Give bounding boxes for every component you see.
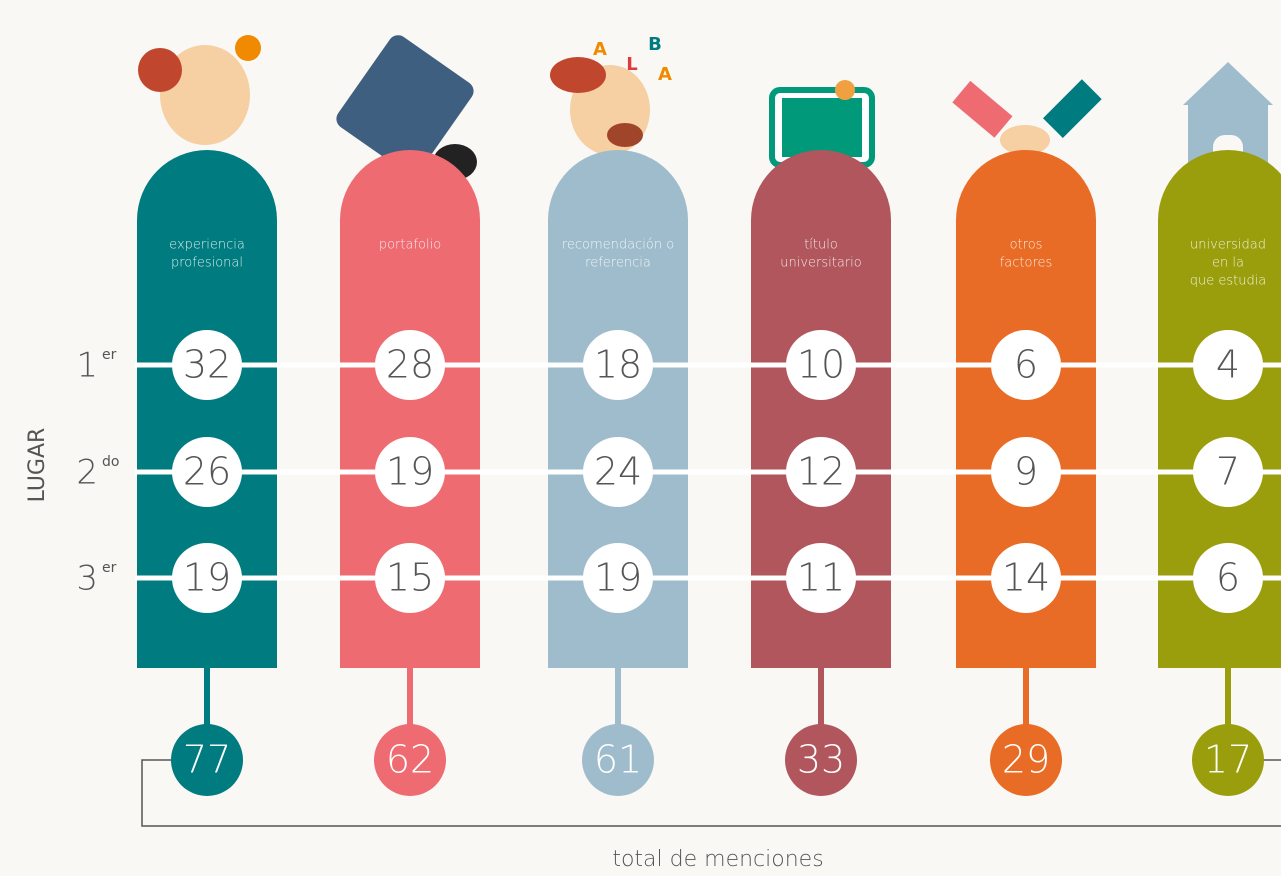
value: 11	[797, 556, 845, 600]
value-circle	[375, 330, 445, 400]
column	[548, 150, 688, 668]
value-circle	[786, 543, 856, 613]
column-label: otros	[1010, 238, 1043, 253]
rank-number: 2	[76, 453, 98, 493]
letter: A	[593, 39, 607, 60]
total: 61	[594, 738, 642, 782]
value: 12	[797, 450, 845, 494]
value-circle	[1193, 437, 1263, 507]
value-circle	[1193, 330, 1263, 400]
value: 18	[594, 343, 642, 387]
value-circle	[375, 543, 445, 613]
column-label: experiencia	[169, 238, 245, 253]
sleeve	[952, 80, 1013, 138]
value-circle	[991, 543, 1061, 613]
value: 32	[183, 343, 231, 387]
hands	[1000, 125, 1050, 155]
letter: L	[626, 54, 637, 75]
total-circle	[374, 724, 446, 796]
column-label: que estudia	[1190, 274, 1267, 289]
column-label: recomendación o	[562, 238, 674, 253]
column-label: profesional	[171, 256, 243, 271]
hair	[138, 48, 182, 92]
circles: 32 26 19 77 28 19 15 62 18 24 19 61 10 12 11 33 6 9 14 29 4 7…	[171, 330, 1264, 796]
total: 29	[1002, 738, 1050, 782]
value: 10	[797, 343, 845, 387]
letter: B	[648, 34, 662, 55]
rank-number: 3	[76, 559, 98, 599]
total: 17	[1204, 738, 1252, 782]
value: 14	[1002, 556, 1050, 600]
value: 15	[386, 556, 434, 600]
value-circle	[786, 330, 856, 400]
book	[336, 35, 474, 175]
diploma-center	[782, 98, 862, 157]
value: 6	[1216, 556, 1240, 600]
value: 19	[386, 450, 434, 494]
value-circle	[786, 437, 856, 507]
roof	[1183, 62, 1273, 105]
letter: A	[658, 64, 672, 85]
value: 19	[183, 556, 231, 600]
total: 62	[386, 738, 434, 782]
value: 26	[183, 450, 231, 494]
total: 77	[183, 738, 231, 782]
value-circle	[172, 543, 242, 613]
column	[340, 150, 480, 668]
axis-label: LUGAR	[25, 428, 50, 503]
column-label: universitario	[780, 256, 862, 271]
value-circle	[583, 437, 653, 507]
beard	[607, 123, 643, 147]
column-label: factores	[1000, 256, 1053, 271]
rank-suffix: do	[102, 454, 119, 470]
footer-label: total de menciones	[612, 847, 823, 872]
value-circle	[583, 330, 653, 400]
total-circle	[990, 724, 1062, 796]
column-label: en la	[1212, 256, 1244, 271]
value-circle	[172, 437, 242, 507]
total-circle	[1192, 724, 1264, 796]
illustrations	[138, 35, 1273, 180]
value-circle	[991, 437, 1061, 507]
value-circle	[991, 330, 1061, 400]
rows: 1 er2 do3 er	[76, 346, 1281, 599]
value-circle	[583, 543, 653, 613]
column	[751, 150, 891, 668]
column	[137, 150, 277, 668]
column	[956, 150, 1096, 668]
value: 6	[1014, 343, 1038, 387]
column-label: título	[804, 238, 838, 253]
column	[1158, 150, 1281, 668]
letters: A BL A	[593, 34, 672, 85]
value: 7	[1216, 450, 1240, 494]
rank-number: 1	[76, 346, 98, 386]
value-circle	[172, 330, 242, 400]
head	[160, 45, 250, 145]
sleeve	[1043, 79, 1102, 138]
total: 33	[797, 738, 845, 782]
value-circle	[375, 437, 445, 507]
value: 9	[1014, 450, 1038, 494]
total-circle	[171, 724, 243, 796]
column-label: referencia	[585, 256, 651, 271]
column-label: portafolio	[379, 238, 441, 253]
columns: experiencia profesional portafolio recomend…	[137, 150, 1281, 827]
hat	[550, 57, 606, 93]
value: 4	[1216, 343, 1240, 387]
value-circle	[1193, 543, 1263, 613]
rank-suffix: er	[102, 560, 117, 576]
rank-suffix: er	[102, 347, 117, 363]
column-label: universidad	[1190, 238, 1266, 253]
bulb	[235, 35, 261, 61]
seal	[835, 80, 855, 100]
value: 28	[386, 343, 434, 387]
total-circle	[785, 724, 857, 796]
total-circle	[582, 724, 654, 796]
value: 24	[594, 450, 642, 494]
value: 19	[594, 556, 642, 600]
